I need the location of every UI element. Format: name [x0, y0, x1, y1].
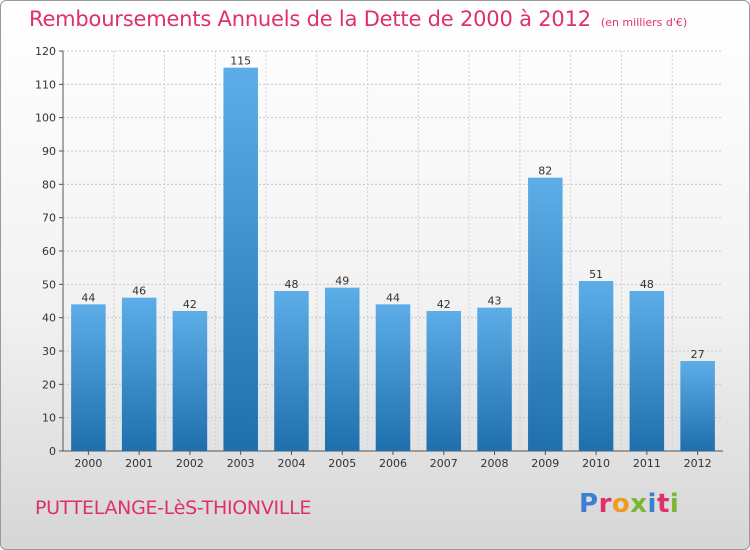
y-tick-label: 80 — [42, 178, 56, 191]
y-tick-label: 10 — [42, 412, 56, 425]
bar — [477, 307, 512, 451]
data-label: 27 — [691, 348, 705, 361]
bar — [71, 304, 106, 451]
data-label: 44 — [386, 291, 400, 304]
chart-subtitle: (en milliers d'€) — [600, 16, 688, 29]
y-tick-label: 40 — [42, 312, 56, 325]
logo-letter: i — [647, 489, 657, 519]
x-tick-label: 2001 — [125, 457, 153, 470]
bar — [680, 361, 715, 451]
y-tick-label: 70 — [42, 212, 56, 225]
y-tick-label: 60 — [42, 245, 56, 258]
logo-letter: i — [669, 489, 680, 519]
bar — [629, 291, 665, 451]
data-label: 48 — [640, 278, 654, 291]
data-label: 43 — [488, 295, 502, 308]
tick-labels: 0 10 20 30 40 50 60 70 80 90 100 110 120 2000 2001 2002… — [35, 45, 712, 470]
x-tick-label: 2011 — [633, 457, 661, 470]
y-tick-label: 0 — [49, 445, 56, 458]
data-labels: 44 46 42 115 48 49 44 42 43 82 51 48 27 — [81, 55, 704, 361]
bar — [274, 291, 309, 451]
data-label: 115 — [230, 55, 251, 68]
bar — [528, 177, 563, 451]
x-tick-label: 2002 — [176, 457, 204, 470]
x-tick-label: 2012 — [684, 457, 712, 470]
y-tick-label: 120 — [35, 45, 56, 58]
y-tick-label: 50 — [42, 278, 56, 291]
x-tick-label: 2004 — [277, 457, 305, 470]
logo-letter: x — [630, 489, 648, 519]
y-tick-label: 100 — [35, 112, 56, 125]
x-tick-label: 2009 — [531, 457, 559, 470]
data-label: 82 — [538, 165, 552, 178]
bar — [375, 304, 411, 451]
x-tick-label: 2005 — [328, 457, 356, 470]
bar — [121, 297, 157, 451]
x-tick-label: 2010 — [582, 457, 610, 470]
bar — [324, 287, 360, 451]
data-label: 44 — [81, 291, 95, 304]
data-label: 42 — [183, 298, 197, 311]
bar — [172, 311, 208, 451]
x-tick-label: 2006 — [379, 457, 407, 470]
y-tick-label: 110 — [35, 78, 56, 91]
data-label: 49 — [335, 275, 349, 288]
data-label: 48 — [284, 278, 298, 291]
logo-letter: t — [656, 489, 670, 519]
commune-name: PUTTELANGE-LèS-THIONVILLE — [35, 497, 312, 519]
data-label: 42 — [437, 298, 451, 311]
chart-title: Remboursements Annuels de la Dette de 20… — [29, 7, 591, 31]
y-tick-label: 30 — [42, 345, 56, 358]
proxiti-logo: Proxiti — [579, 489, 679, 519]
x-tick-label: 2000 — [74, 457, 102, 470]
bars — [71, 67, 715, 452]
x-tick-label: 2008 — [481, 457, 509, 470]
y-tick-label: 20 — [42, 378, 56, 391]
data-label: 46 — [132, 285, 146, 298]
x-tick-label: 2003 — [227, 457, 255, 470]
chart-title-row: Remboursements Annuels de la Dette de 20… — [29, 7, 687, 31]
data-label: 51 — [589, 268, 603, 281]
bar — [426, 311, 462, 451]
bar — [578, 281, 614, 451]
bar — [223, 67, 258, 452]
x-tick-label: 2007 — [430, 457, 458, 470]
y-tick-label: 90 — [42, 145, 56, 158]
logo-letter: r — [598, 489, 612, 519]
logo-letter: P — [579, 489, 599, 519]
logo-letter: o — [611, 489, 631, 519]
